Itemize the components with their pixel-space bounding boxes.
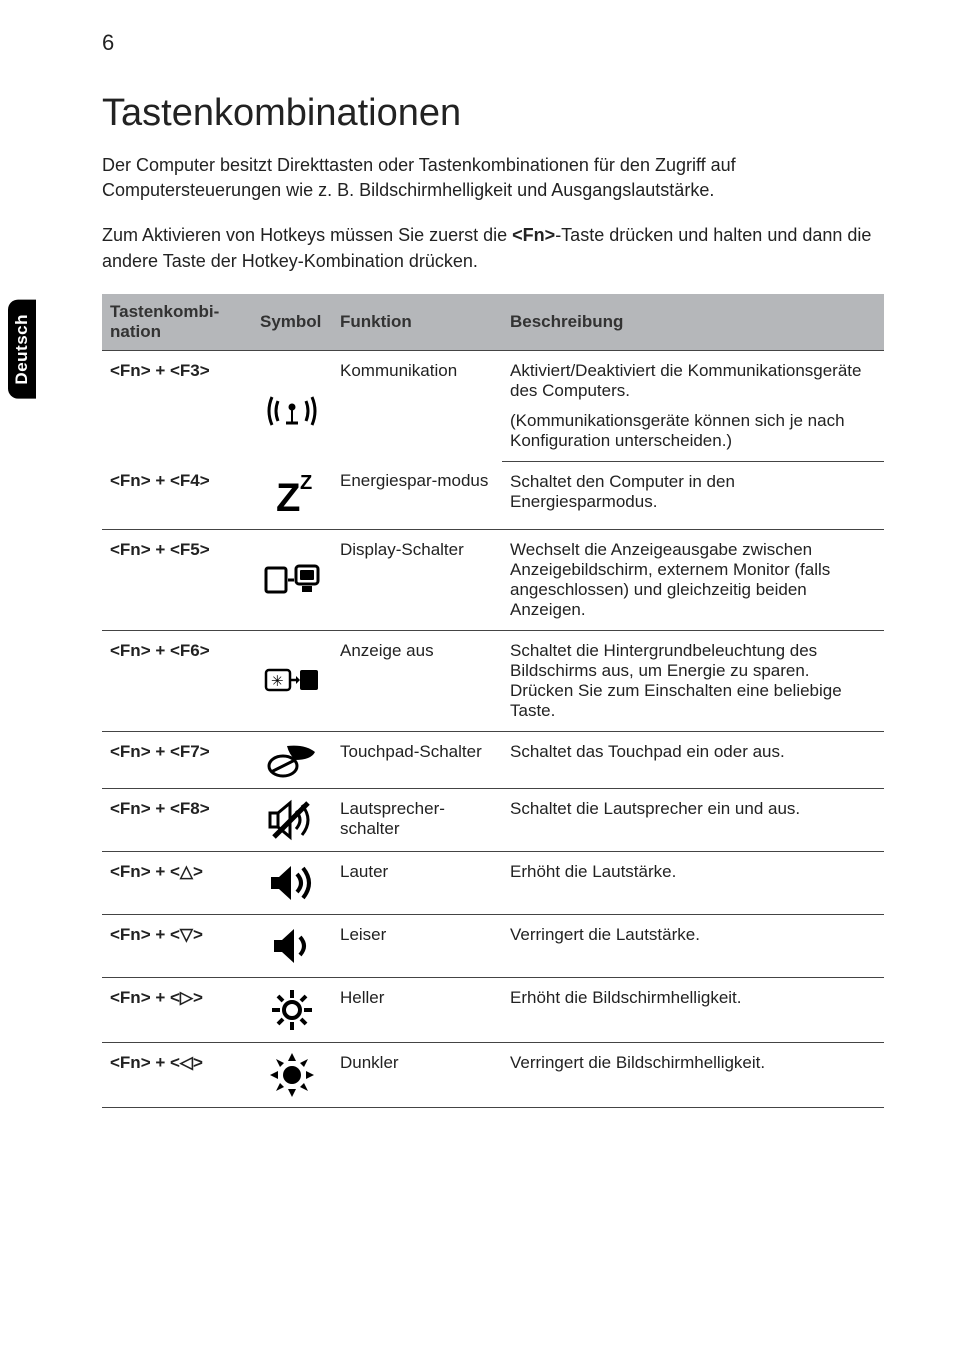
cell-func: Heller xyxy=(332,978,502,1043)
table-row: <Fn> + <F7> Touchpad-Schalter Schaltet d… xyxy=(102,732,884,789)
intro-2a: Zum Aktivieren von Hotkeys müssen Sie zu… xyxy=(102,225,512,245)
svg-text:✳: ✳ xyxy=(271,673,284,690)
page-title: Tastenkombinationen xyxy=(102,92,884,135)
cell-desc: Erhöht die Lautstärke. xyxy=(502,852,884,915)
hotkey-table: Tastenkombi-nation Symbol Funktion Besch… xyxy=(102,294,884,1109)
wireless-icon xyxy=(252,350,332,461)
cell-desc: Wechselt die Anzeigeausgabe zwischen Anz… xyxy=(502,530,884,631)
cell-func: Lautsprecher-schalter xyxy=(332,789,502,852)
table-row: <Fn> + <▷> Heller Erhöht die Bildschirmh… xyxy=(102,978,884,1043)
svg-text:Z: Z xyxy=(300,472,312,494)
th-description: Beschreibung xyxy=(502,294,884,351)
cell-desc: Schaltet die Lautsprecher ein und aus. xyxy=(502,789,884,852)
table-row: <Fn> + <F4> ZZ Energiespar-modus Schalte… xyxy=(102,461,884,530)
svg-text:Z: Z xyxy=(276,476,300,519)
table-row: <Fn> + <◁> Dunkler Verringert die Bildsc… xyxy=(102,1043,884,1108)
cell-key: <Fn> + <◁> xyxy=(102,1043,252,1108)
cell-desc: Schaltet das Touchpad ein oder aus. xyxy=(502,732,884,789)
cell-key: <Fn> + <▽> xyxy=(102,915,252,978)
cell-func: Dunkler xyxy=(332,1043,502,1108)
cell-func: Leiser xyxy=(332,915,502,978)
volume-up-icon xyxy=(252,852,332,915)
display-off-icon: ✳ xyxy=(252,631,332,732)
cell-key: <Fn> + <F5> xyxy=(102,530,252,631)
cell-key: <Fn> + <F7> xyxy=(102,732,252,789)
cell-key: <Fn> + <F8> xyxy=(102,789,252,852)
th-function: Funktion xyxy=(332,294,502,351)
cell-key: <Fn> + <△> xyxy=(102,852,252,915)
th-keycombo: Tastenkombi-nation xyxy=(102,294,252,351)
table-row: <Fn> + <F6> ✳ Anzeige aus Schaltet die H… xyxy=(102,631,884,732)
table-row: <Fn> + <△> Lauter Erhöht die Lautstärke. xyxy=(102,852,884,915)
language-side-tab: Deutsch xyxy=(0,0,44,1148)
volume-down-icon xyxy=(252,915,332,978)
cell-desc: Aktiviert/Deaktiviert die Kommunikations… xyxy=(502,350,884,401)
cell-key: <Fn> + <▷> xyxy=(102,978,252,1043)
display-switch-icon xyxy=(252,530,332,631)
table-row: <Fn> + <F5> Display-Schalter Wechselt di… xyxy=(102,530,884,631)
brightness-down-icon xyxy=(252,1043,332,1108)
table-row: <Fn> + <F8> Lautsprecher-schalter Schalt… xyxy=(102,789,884,852)
cell-func: Lauter xyxy=(332,852,502,915)
cell-desc: Verringert die Lautstärke. xyxy=(502,915,884,978)
language-tab: Deutsch xyxy=(8,300,36,399)
cell-func: Touchpad-Schalter xyxy=(332,732,502,789)
cell-key: <Fn> + <F4> xyxy=(102,461,252,530)
table-row: <Fn> + <▽> Leiser Verringert die Lautstä… xyxy=(102,915,884,978)
cell-desc: Verringert die Bildschirmhelligkeit. xyxy=(502,1043,884,1108)
page-content: 6 Tastenkombinationen Der Computer besit… xyxy=(44,0,954,1148)
page-number: 6 xyxy=(102,30,884,56)
brightness-up-icon xyxy=(252,978,332,1043)
cell-desc2: (Kommunikationsgeräte können sich je nac… xyxy=(502,401,884,462)
speaker-mute-icon xyxy=(252,789,332,852)
intro-paragraph-1: Der Computer besitzt Direkttasten oder T… xyxy=(102,153,884,203)
table-row: <Fn> + <F3> Kommunikation Aktiviert/Deak… xyxy=(102,350,884,401)
cell-key: <Fn> + <F3> xyxy=(102,350,252,461)
touchpad-icon xyxy=(252,732,332,789)
cell-func: Anzeige aus xyxy=(332,631,502,732)
cell-desc: Erhöht die Bildschirmhelligkeit. xyxy=(502,978,884,1043)
intro-fn-key: <Fn> xyxy=(512,225,555,245)
cell-func: Kommunikation xyxy=(332,350,502,461)
cell-key: <Fn> + <F6> xyxy=(102,631,252,732)
cell-desc: Schaltet den Computer in den Energiespar… xyxy=(502,461,884,530)
cell-func: Energiespar-modus xyxy=(332,461,502,530)
cell-desc: Schaltet die Hintergrundbeleuchtung des … xyxy=(502,631,884,732)
sleep-icon: ZZ xyxy=(252,461,332,530)
th-symbol: Symbol xyxy=(252,294,332,351)
intro-paragraph-2: Zum Aktivieren von Hotkeys müssen Sie zu… xyxy=(102,223,884,273)
cell-func: Display-Schalter xyxy=(332,530,502,631)
